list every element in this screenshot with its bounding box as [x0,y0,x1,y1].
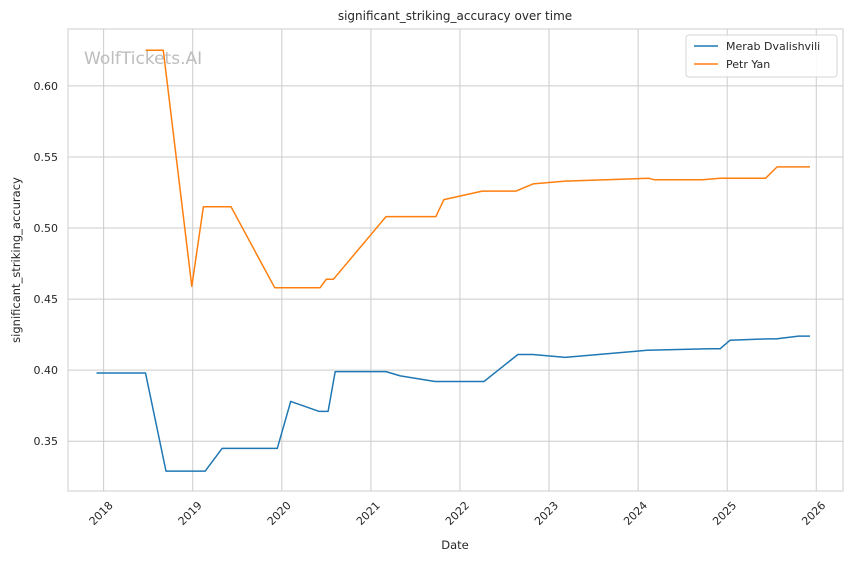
legend-box [685,34,838,78]
y-tick-label: 0.50 [34,222,59,235]
legend-label-0: Merab Dvalishvili [726,40,820,53]
series-line-0 [96,335,810,472]
y-tick-label: 0.45 [34,293,59,306]
y-axis-label: significant_striking_accuracy [9,177,23,343]
plot-frame [67,28,844,492]
watermark: WolfTickets.AI [84,49,202,69]
y-tick-label: 0.55 [34,151,59,164]
y-tick-label: 0.60 [34,80,59,93]
lines-layer [96,49,810,472]
legend-label-1: Petr Yan [726,58,770,71]
grid-layer [68,29,843,491]
series-line-1 [145,49,810,289]
y-tick-label: 0.35 [34,435,59,448]
chart-title: significant_striking_accuracy over time [338,9,572,23]
y-tick-label: 0.40 [34,364,59,377]
legend: Merab Dvalishvili Petr Yan [685,34,838,78]
x-axis-label: Date [441,538,469,552]
